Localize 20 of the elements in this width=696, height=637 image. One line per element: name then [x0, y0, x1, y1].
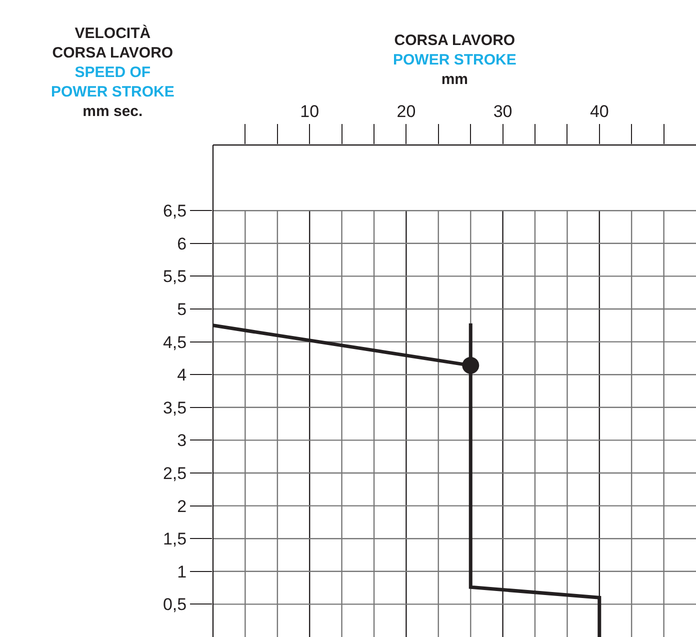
y-tick-label: 6	[177, 234, 187, 254]
y-tick-label: 4,5	[162, 332, 187, 352]
y-tick-label: 3,5	[162, 398, 187, 418]
y-tick-label: 6,5	[162, 202, 187, 221]
x-tick-label: 40	[590, 102, 609, 122]
x-axis-title: CORSA LAVORO POWER STROKE mm	[393, 32, 516, 88]
x-tick-label: 10	[300, 102, 320, 122]
y-tick-label: 0,5	[162, 595, 187, 614]
y-tick-label: 1,5	[162, 530, 187, 549]
y-tick-label: 5,5	[162, 267, 187, 286]
y-tick-label: 4	[177, 366, 187, 385]
chart-title: VELOCITÀ CORSA LAVORO SPEED OF POWER STROKE	[51, 24, 174, 100]
y-tick-label: 5	[177, 300, 187, 319]
y-axis-title: mm sec.	[82, 103, 143, 120]
x-tick-label: 20	[396, 102, 416, 122]
y-tick-label: 2,5	[162, 464, 187, 483]
y-tick-label: 3	[177, 431, 187, 450]
x-tick-label: 30	[493, 102, 512, 122]
y-tick-label: 1	[177, 562, 187, 582]
y-tick-label: 2	[177, 496, 187, 516]
